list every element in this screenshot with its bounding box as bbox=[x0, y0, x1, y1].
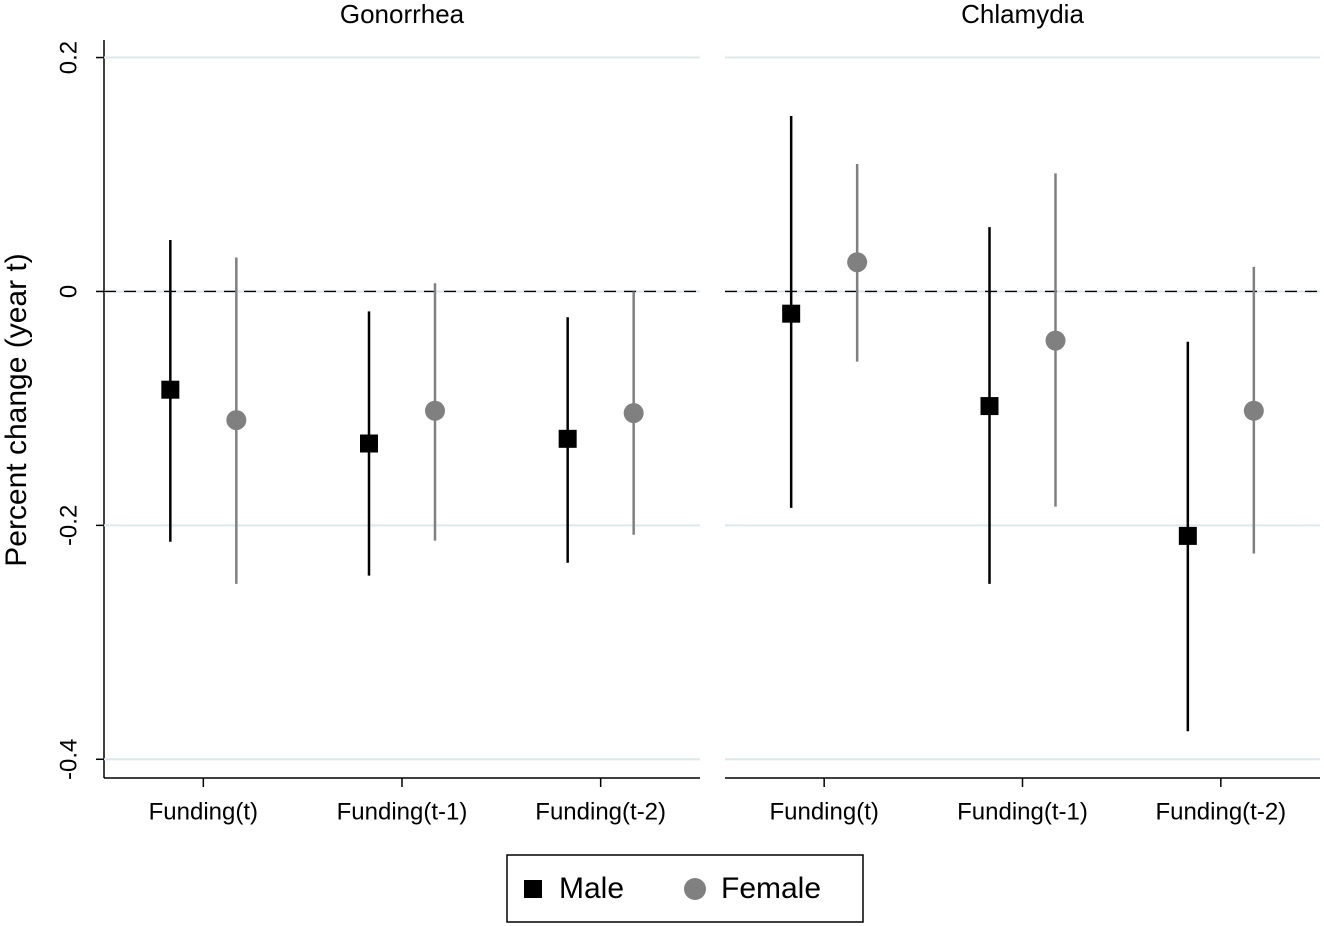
y-tick-label: -0.4 bbox=[55, 739, 82, 780]
y-tick-label: 0.2 bbox=[55, 41, 82, 74]
point bbox=[782, 304, 801, 323]
point bbox=[847, 252, 868, 273]
point bbox=[1178, 526, 1197, 545]
legend-label: Male bbox=[559, 872, 624, 905]
point bbox=[360, 434, 378, 453]
x-tick-label: Funding(t-2) bbox=[1155, 798, 1286, 825]
point bbox=[425, 400, 445, 421]
legend-label: Female bbox=[721, 872, 821, 905]
point bbox=[623, 403, 644, 424]
panel-title: Chlamydia bbox=[961, 0, 1084, 29]
x-tick-label: Funding(t) bbox=[769, 798, 878, 825]
point bbox=[226, 410, 247, 431]
y-tick-label: 0 bbox=[55, 285, 82, 298]
x-tick-label: Funding(t) bbox=[149, 798, 258, 825]
panel-title: Gonorrhea bbox=[340, 0, 465, 29]
y-axis-title: Percent change (year t) bbox=[0, 253, 33, 567]
point bbox=[1243, 400, 1264, 421]
legend-marker bbox=[524, 880, 542, 898]
point bbox=[161, 380, 180, 399]
x-tick-label: Funding(t-1) bbox=[957, 798, 1088, 825]
x-tick-label: Funding(t-2) bbox=[535, 798, 666, 825]
y-tick-label: -0.2 bbox=[55, 505, 82, 546]
x-tick-label: Funding(t-1) bbox=[337, 798, 468, 825]
point bbox=[980, 397, 999, 416]
point bbox=[1045, 330, 1066, 351]
legend-marker bbox=[684, 878, 706, 900]
point bbox=[558, 429, 577, 448]
